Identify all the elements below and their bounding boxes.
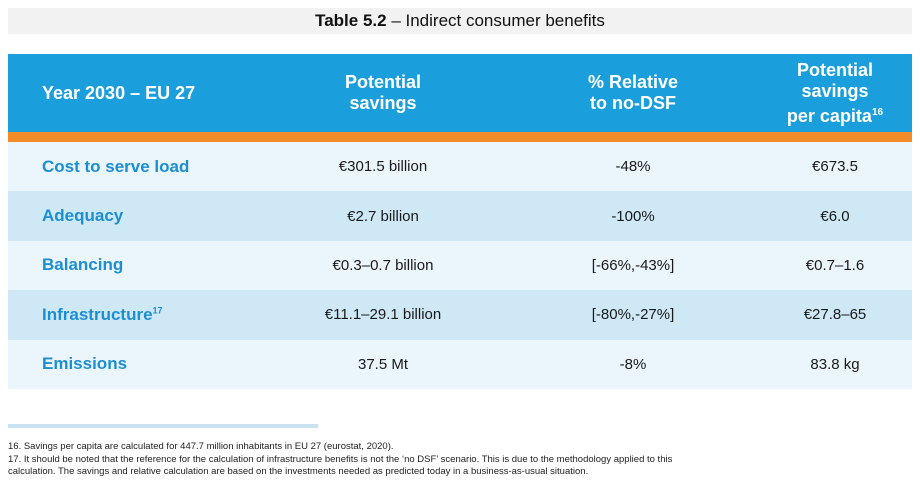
table-row: Cost to serve load €301.5 billion -48% €… <box>8 142 912 192</box>
benefits-table: Year 2030 – EU 27 Potential savings % Rel… <box>8 54 912 389</box>
footnote-divider <box>8 424 318 428</box>
table-caption: Table 5.2 – Indirect consumer benefits <box>8 8 912 34</box>
footnote-ref-17: 17 <box>152 305 163 316</box>
table-row: Adequacy €2.7 billion -100% €6.0 <box>8 191 912 241</box>
footnotes: 16. Savings per capita are calculated fo… <box>8 441 912 479</box>
row-per-capita: €27.8–65 <box>803 306 867 324</box>
row-savings: €0.3–0.7 billion <box>332 256 434 274</box>
header-per-capita: Potential savings per capita16 <box>786 59 884 126</box>
table-row: Emissions 37.5 Mt -8% 83.8 kg <box>8 339 912 389</box>
row-label: Cost to serve load <box>42 156 190 176</box>
row-label: Infrastructure17 <box>42 304 163 324</box>
row-label: Adequacy <box>42 206 124 226</box>
row-relative: [-80%,-27%] <box>591 306 675 324</box>
header-relative: % Relative to no-DSF <box>587 72 679 113</box>
footnote-16: 16. Savings per capita are calculated fo… <box>8 441 394 452</box>
row-relative: -48% <box>615 158 651 176</box>
header-potential-savings: Potential savings <box>344 72 421 113</box>
row-per-capita: €0.7–1.6 <box>805 256 865 274</box>
row-label: Balancing <box>42 255 124 275</box>
row-savings: €2.7 billion <box>347 207 419 225</box>
table-row: Balancing €0.3–0.7 billion [-66%,-43%] €… <box>8 240 912 291</box>
table-header: Year 2030 – EU 27 Potential savings % Rel… <box>8 54 912 132</box>
row-per-capita: €6.0 <box>820 207 850 225</box>
row-savings: €301.5 billion <box>338 158 428 176</box>
caption-separator: – <box>386 11 406 30</box>
row-savings: 37.5 Mt <box>357 355 409 373</box>
footnote-17-line-1: 17. It should be noted that the referenc… <box>8 453 673 465</box>
row-per-capita: €673.5 <box>812 158 858 176</box>
row-label: Emissions <box>42 354 128 374</box>
row-relative: -8% <box>619 355 647 373</box>
row-relative: -100% <box>611 207 655 225</box>
table-row: Infrastructure17 €11.1–29.1 billion [-80… <box>8 290 912 340</box>
header-accent-rule <box>8 132 912 142</box>
footnote-17-line-2: calculation. The savings and relative ca… <box>8 466 589 477</box>
row-savings: €11.1–29.1 billion <box>324 306 442 324</box>
row-relative: [-66%,-43%] <box>591 256 675 274</box>
row-per-capita: 83.8 kg <box>810 355 860 373</box>
table-number: Table 5.2 <box>315 11 387 30</box>
footnote-ref-16: 16 <box>871 106 884 118</box>
table-title: Indirect consumer benefits <box>405 11 605 30</box>
header-year: Year 2030 – EU 27 <box>42 82 196 103</box>
